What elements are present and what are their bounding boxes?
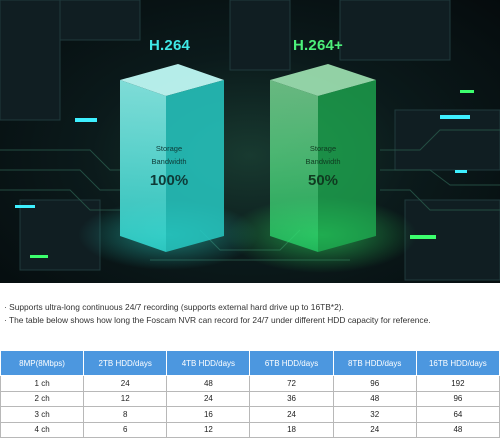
table-cell: 32	[332, 406, 417, 423]
table-row: 1 ch 24 48 72 96 192	[0, 375, 500, 392]
table-cell: 4 ch	[0, 421, 85, 438]
bandwidth-label: Bandwidth	[151, 157, 187, 166]
table-cell: 48	[332, 390, 417, 407]
table-cell: 24	[332, 421, 417, 438]
table-cell: 96	[415, 390, 500, 407]
table-cell: 48	[415, 421, 500, 438]
feature-notes: · Supports ultra-long continuous 24/7 re…	[4, 301, 496, 327]
table-cell: 72	[249, 375, 334, 392]
note-table-intro: · The table below shows how long the Fos…	[4, 315, 431, 325]
hero-banner: H.264 H.264+ Storage Bandwidth 100% Stor…	[0, 0, 500, 283]
header-4tb: 4TB HDD/days	[166, 350, 251, 376]
table-cell: 16	[166, 406, 251, 423]
storage-label: Storage	[155, 144, 183, 153]
table-cell: 2 ch	[0, 390, 85, 407]
h264-plus-storage-box: Storage Bandwidth 50%	[268, 142, 378, 191]
table-cell: 64	[415, 406, 500, 423]
h264-storage-box: Storage Bandwidth 100%	[114, 142, 224, 191]
table-cell: 3 ch	[0, 406, 85, 423]
recording-days-table: 8MP(8Mbps) 2TB HDD/days 4TB HDD/days 6TB…	[0, 350, 500, 438]
table-cell: 1 ch	[0, 375, 85, 392]
table-cell: 192	[415, 375, 500, 392]
header-resolution: 8MP(8Mbps)	[0, 350, 85, 376]
h264-percent: 100%	[149, 172, 189, 189]
header-2tb: 2TB HDD/days	[83, 350, 168, 376]
header-8tb: 8TB HDD/days	[332, 350, 417, 376]
table-cell: 12	[83, 390, 168, 407]
table-row: 2 ch 12 24 36 48 96	[0, 390, 500, 407]
table-row: 4 ch 6 12 18 24 48	[0, 421, 500, 438]
note-recording: · Supports ultra-long continuous 24/7 re…	[4, 302, 344, 312]
storage-label: Storage	[309, 144, 337, 153]
h264-plus-label: H.264+	[293, 37, 343, 54]
table-row: 3 ch 8 16 24 32 64	[0, 406, 500, 423]
table-cell: 36	[249, 390, 334, 407]
header-6tb: 6TB HDD/days	[249, 350, 334, 376]
table-cell: 24	[166, 390, 251, 407]
table-cell: 18	[249, 421, 334, 438]
table-cell: 24	[249, 406, 334, 423]
table-cell: 24	[83, 375, 168, 392]
table-header-row: 8MP(8Mbps) 2TB HDD/days 4TB HDD/days 6TB…	[0, 350, 500, 376]
bandwidth-label: Bandwidth	[305, 157, 341, 166]
circuit-board-illustration	[0, 0, 500, 281]
table-cell: 96	[332, 375, 417, 392]
table-cell: 8	[83, 406, 168, 423]
header-16tb: 16TB HDD/days	[415, 350, 500, 376]
table-cell: 12	[166, 421, 251, 438]
h264-plus-percent: 50%	[307, 172, 339, 189]
h264-label: H.264	[149, 37, 191, 54]
table-cell: 48	[166, 375, 251, 392]
table-cell: 6	[83, 421, 168, 438]
